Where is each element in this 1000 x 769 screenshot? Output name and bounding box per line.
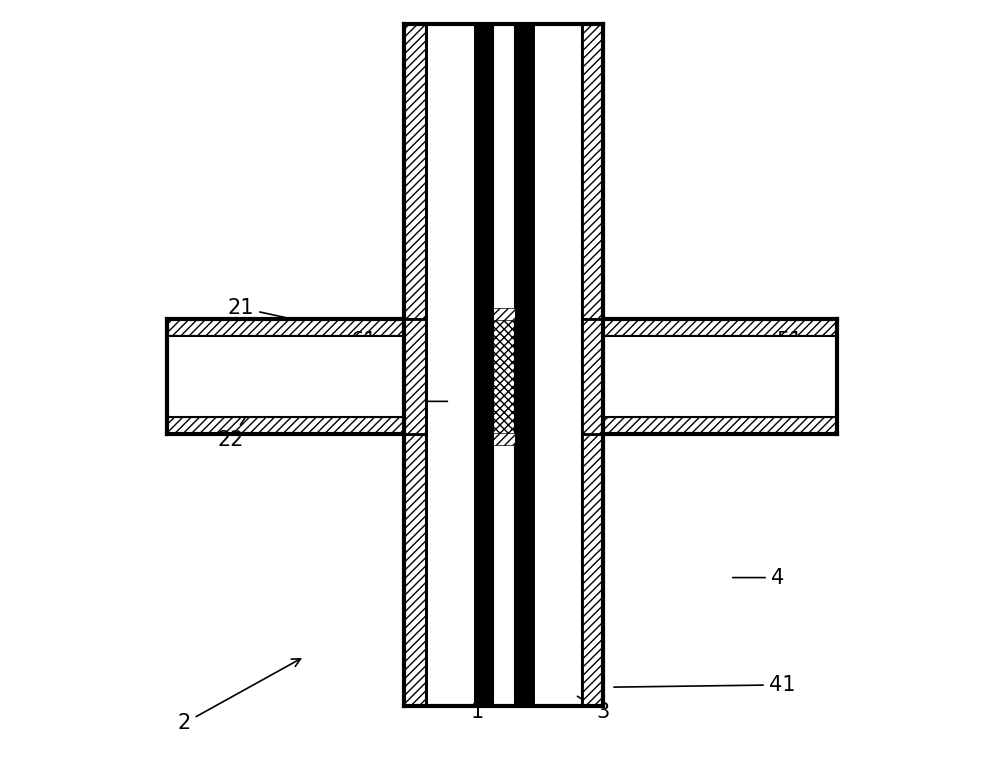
Text: 21: 21 bbox=[228, 298, 298, 321]
Bar bbox=[404, 434, 426, 706]
Bar bbox=[603, 418, 837, 434]
Bar bbox=[582, 25, 603, 706]
Bar bbox=[493, 311, 515, 442]
Text: 6: 6 bbox=[347, 392, 359, 411]
Bar bbox=[582, 434, 603, 706]
Text: 41: 41 bbox=[614, 675, 795, 695]
Bar bbox=[404, 25, 603, 706]
Bar bbox=[404, 25, 426, 706]
Text: 51: 51 bbox=[773, 331, 803, 384]
Bar bbox=[474, 25, 493, 706]
Bar bbox=[493, 25, 515, 319]
Text: 4: 4 bbox=[733, 568, 784, 588]
Text: 2: 2 bbox=[178, 659, 301, 733]
Bar bbox=[603, 319, 837, 434]
Bar bbox=[515, 25, 534, 706]
Bar bbox=[493, 433, 515, 445]
Text: 1: 1 bbox=[470, 700, 498, 722]
Bar bbox=[582, 25, 603, 319]
Bar bbox=[167, 319, 404, 336]
Text: 22: 22 bbox=[217, 383, 269, 450]
Text: 3: 3 bbox=[577, 696, 610, 722]
Bar bbox=[426, 25, 582, 706]
Text: 61: 61 bbox=[350, 331, 417, 371]
Bar bbox=[168, 336, 404, 418]
Bar bbox=[603, 336, 836, 418]
Bar bbox=[167, 418, 404, 434]
Bar bbox=[404, 25, 426, 319]
Bar bbox=[603, 319, 837, 336]
Bar bbox=[493, 434, 515, 706]
Bar bbox=[515, 25, 534, 706]
Text: 5: 5 bbox=[790, 353, 840, 373]
Bar bbox=[474, 25, 493, 706]
Bar bbox=[404, 319, 426, 434]
Bar bbox=[167, 319, 404, 434]
Bar bbox=[493, 308, 515, 320]
Bar bbox=[582, 319, 603, 434]
